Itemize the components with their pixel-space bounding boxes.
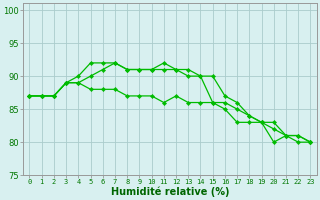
X-axis label: Humidité relative (%): Humidité relative (%) (111, 186, 229, 197)
